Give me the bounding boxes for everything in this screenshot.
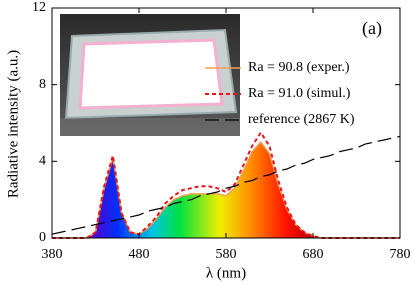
- x-tick-label: 680: [303, 247, 324, 262]
- y-tick-label: 8: [39, 77, 46, 92]
- series-line: [51, 135, 401, 235]
- x-tick-label: 780: [390, 247, 411, 262]
- legend-label: Ra = 90.8 (exper.): [248, 60, 350, 75]
- y-tick-label: 0: [39, 230, 46, 245]
- x-axis-label: λ (nm): [206, 265, 246, 281]
- series-line: [52, 130, 400, 239]
- annotation: (a): [362, 18, 382, 39]
- y-axis-label: Radiative intensity (a.u.): [5, 50, 21, 198]
- x-tick-label: 480: [129, 247, 150, 262]
- inset-photo: [60, 14, 240, 136]
- x-tick-label: 580: [216, 247, 237, 262]
- spectrum-area: [52, 142, 400, 238]
- y-tick-label: 4: [39, 154, 46, 169]
- legend-label: Ra = 91.0 (simul.): [248, 86, 351, 101]
- legend-label: reference (2867 K): [248, 112, 355, 127]
- y-tick-label: 12: [32, 0, 46, 15]
- x-tick-label: 380: [42, 247, 63, 262]
